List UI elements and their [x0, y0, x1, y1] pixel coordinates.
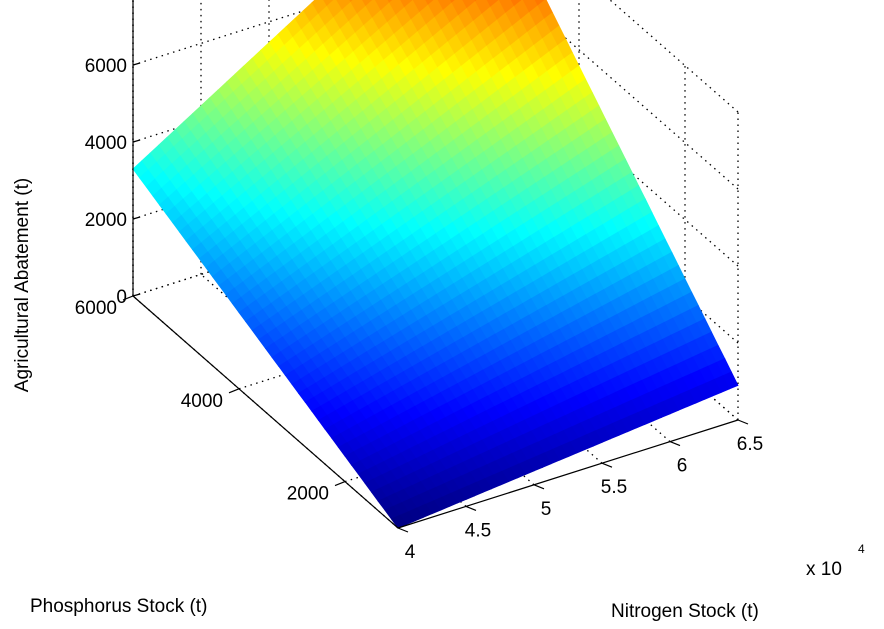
- x-tick-label: 6: [677, 456, 688, 477]
- x-tick-label: 4.5: [465, 520, 491, 541]
- z-axis-label: Agricultural Abatement (t): [12, 178, 33, 392]
- surface: [132, 0, 739, 529]
- x-tick-label: 5.5: [601, 477, 627, 498]
- y-tick-mark: [122, 295, 134, 301]
- x-tick-label: 4: [405, 542, 416, 563]
- x-exponent-power: 4: [858, 542, 865, 556]
- z-tick-mark: [132, 62, 141, 66]
- x-exponent-label: x 10: [806, 559, 842, 580]
- x-tick-mark: [465, 505, 477, 511]
- x-axis-line: [397, 419, 739, 529]
- x-tick-mark: [533, 484, 545, 490]
- y-tick-label: 4000: [181, 391, 223, 412]
- z-tick-mark: [132, 139, 141, 143]
- x-tick-mark: [397, 527, 409, 533]
- x-tick-mark: [669, 441, 681, 447]
- axes: 0200040006000800020004000600044.555.566.…: [75, 0, 763, 563]
- x-tick-label: 5: [541, 499, 552, 520]
- y-tick-mark: [228, 388, 240, 394]
- z-tick-mark: [132, 293, 141, 297]
- y-tick-label: 6000: [75, 298, 117, 319]
- z-tick-label: 6000: [85, 56, 127, 77]
- x-tick-mark: [601, 462, 613, 468]
- y-axis-label: Phosphorus Stock (t): [30, 596, 207, 617]
- x-axis-label: Nitrogen Stock (t): [611, 601, 759, 622]
- z-tick-mark: [132, 216, 141, 220]
- z-tick-label: 4000: [85, 133, 127, 154]
- y-axis-line: [132, 295, 399, 529]
- y-tick-label: 2000: [287, 484, 329, 505]
- y-tick-mark: [334, 481, 346, 487]
- x-tick-mark: [737, 419, 749, 425]
- x-tick-label: 6.5: [737, 434, 763, 455]
- z-tick-label: 0: [116, 287, 127, 308]
- z-tick-label: 2000: [85, 210, 127, 231]
